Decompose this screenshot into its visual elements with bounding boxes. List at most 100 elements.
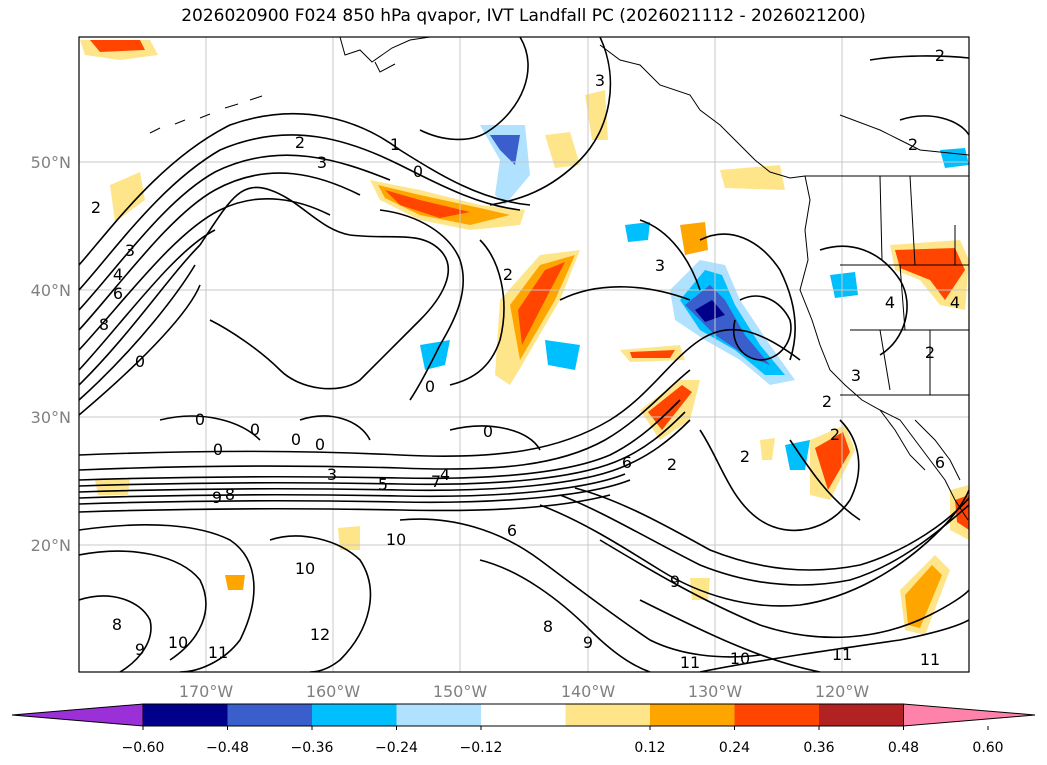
contour-label: 3 <box>125 241 135 260</box>
anomaly-shade <box>378 185 510 225</box>
anomaly-shade <box>225 575 245 590</box>
contour-label: 8 <box>543 617 553 636</box>
contour-label: 10 <box>295 559 315 578</box>
contour-label: 4 <box>950 293 960 312</box>
latitude-label: 40°N <box>31 281 71 300</box>
contour-label: 2 <box>822 392 832 411</box>
contour-label: 0 <box>213 440 223 459</box>
longitude-label: 160°W <box>306 682 361 701</box>
alaska-coast <box>339 37 431 73</box>
bc-coast <box>599 44 806 179</box>
anomaly-shade <box>545 340 580 370</box>
anomaly-shade <box>895 248 965 300</box>
contour-label: 3 <box>317 153 327 172</box>
contour-label: 1 <box>390 135 400 154</box>
contour-label: 11 <box>208 643 228 662</box>
contour-label: 6 <box>113 284 123 303</box>
colorbar-segment <box>819 704 904 726</box>
coastline-layer <box>149 37 969 521</box>
latitude-label: 50°N <box>31 153 71 172</box>
contour-label: 0 <box>315 435 325 454</box>
map-border <box>78 36 970 673</box>
colorbar-tick-label: 0.36 <box>803 740 834 756</box>
longitude-label: 140°W <box>561 682 616 701</box>
contour-label: 9 <box>212 488 222 507</box>
colorbar-tick-label: −0.36 <box>291 740 334 756</box>
anomaly-shade <box>630 350 675 358</box>
longitude-label: 170°W <box>179 682 234 701</box>
contour-label: 4 <box>440 465 450 484</box>
colorbar-tick-label: −0.12 <box>460 740 503 756</box>
map-title: 2026020900 F024 850 hPa qvapor, IVT Land… <box>181 6 866 26</box>
anomaly-shade <box>695 300 725 322</box>
anomaly-shade <box>385 190 470 218</box>
contour-label: 2 <box>830 425 840 444</box>
longitude-labels: 170°W 160°W 150°W 140°W 130°W 120°W <box>179 682 870 701</box>
aleutian-islands <box>149 95 263 134</box>
colorbar-tick-label: −0.60 <box>122 740 165 756</box>
longitude-label: 120°W <box>815 682 870 701</box>
contour-label: 11 <box>832 645 852 664</box>
colorbar-extend-high <box>903 703 1036 727</box>
latitude-labels: 50°N 40°N 30°N 20°N <box>31 153 71 555</box>
contour-label: 10 <box>386 530 406 549</box>
colorbar-segment <box>565 704 650 726</box>
contour-label: 4 <box>885 293 895 312</box>
contour-label: 10 <box>168 633 188 652</box>
anomaly-shade <box>110 172 145 222</box>
contour-label: 2 <box>925 343 935 362</box>
contour-label: 11 <box>920 650 940 669</box>
contour-label: 0 <box>291 430 301 449</box>
anomaly-shade <box>338 526 360 550</box>
colorbar-tick-label: 0.60 <box>972 740 1003 756</box>
longitude-label: 150°W <box>433 682 488 701</box>
colorbar-segment <box>481 704 566 726</box>
anomaly-shade <box>785 440 810 470</box>
contour-label: 4 <box>113 265 123 284</box>
contour-label: 11 <box>680 653 700 672</box>
colorbar-frame <box>142 703 904 727</box>
colorbar-extend-low <box>11 703 144 727</box>
contour-label: 8 <box>112 615 122 634</box>
colorbar-tick-label: 0.24 <box>719 740 750 756</box>
contour-label: 3 <box>851 366 861 385</box>
anomaly-shade <box>680 222 708 255</box>
contour-label: 3 <box>327 465 337 484</box>
contour-label: 2 <box>935 46 945 65</box>
contour-label: 6 <box>935 453 945 472</box>
latitude-label: 30°N <box>31 408 71 427</box>
contour-label: 0 <box>135 352 145 371</box>
anomaly-shade <box>955 495 969 530</box>
contour-label: 0 <box>195 410 205 429</box>
contour-label: 6 <box>507 521 517 540</box>
colorbar-tick-label: −0.48 <box>206 740 249 756</box>
anomaly-shade <box>760 438 775 460</box>
contour-label: 0 <box>483 422 493 441</box>
ivt-contours <box>79 37 969 672</box>
contour-label: 7 <box>431 472 441 491</box>
colorbar: −0.60 −0.48 −0.36 −0.24 −0.12 0.12 0.24 0.36 0.4… <box>11 703 1036 756</box>
contour-label: 8 <box>225 485 235 504</box>
longitude-label: 130°W <box>688 682 743 701</box>
contour-label: 8 <box>99 315 109 334</box>
colorbar-tick-label: −0.24 <box>375 740 418 756</box>
colorbar-segment <box>312 704 397 726</box>
colorbar-segment <box>396 704 481 726</box>
contour-label: 2 <box>295 133 305 152</box>
anomaly-shade <box>905 565 942 628</box>
colorbar-tick-label: 0.12 <box>634 740 665 756</box>
contour-label: 12 <box>310 625 330 644</box>
shaded-anomaly-layer <box>80 40 969 635</box>
anomaly-shade <box>490 135 520 165</box>
latitude-label: 20°N <box>31 536 71 555</box>
colorbar-tick-label: 0.48 <box>888 740 919 756</box>
contour-label: 6 <box>622 453 632 472</box>
contour-label: 0 <box>425 377 435 396</box>
contour-label: 9 <box>583 633 593 652</box>
contour-label: 2 <box>91 198 101 217</box>
baja-coast <box>879 409 961 481</box>
anomaly-shade <box>830 272 858 298</box>
contour-label: 2 <box>740 447 750 466</box>
contour-label: 9 <box>135 640 145 659</box>
